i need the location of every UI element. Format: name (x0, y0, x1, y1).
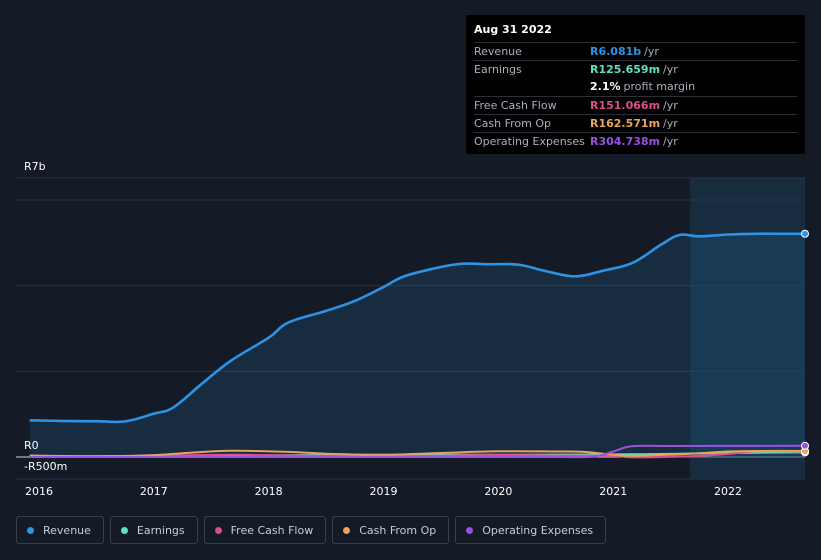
legend-item[interactable]: Free Cash Flow (203, 516, 327, 544)
legend-item[interactable]: Operating Expenses (455, 516, 607, 544)
tooltip-row: Operating Expenses R304.738m/yr (474, 131, 797, 150)
revenue-endpoint (801, 229, 809, 238)
tooltip-row-value: R162.571m (590, 116, 661, 130)
x-tick-label: 2021 (599, 485, 627, 498)
y-tick-label: R7b (24, 160, 46, 173)
tooltip-rows: Revenue R6.081b/yr Earnings R125.659m/yr 2.1… (474, 42, 797, 150)
tooltip-row-label: Earnings (474, 63, 522, 77)
tooltip-row-value: R151.066m (590, 98, 661, 112)
tooltip-row: 2.1% profit margin (474, 78, 797, 95)
legend-item[interactable]: Revenue (16, 516, 104, 544)
legend: Revenue Earnings Free Cash Flow Cash From O… (16, 516, 607, 544)
x-axis: 2016 2017 2018 2019 2020 2021 2022 (25, 485, 742, 498)
x-tick-label: 2017 (140, 485, 168, 498)
tooltip-row-unit: /yr (663, 116, 678, 130)
tooltip-row-value: R6.081b (590, 45, 642, 59)
tooltip-date: Aug 31 2022 (474, 23, 552, 36)
line-layer (29, 232, 806, 459)
y-tick-label: R0 (24, 439, 39, 452)
x-tick-label: 2022 (714, 485, 742, 498)
tooltip-row: Cash From Op R162.571m/yr (474, 113, 797, 132)
tooltip-row-label: Free Cash Flow (474, 98, 557, 112)
x-tick-label: 2019 (370, 485, 398, 498)
legend-dot-icon (214, 526, 222, 534)
tooltip-row-label: Operating Expenses (474, 135, 585, 149)
legend-dot-icon (466, 526, 474, 534)
legend-label: Cash From Op (359, 523, 437, 537)
tooltip-row-unit: /yr (663, 98, 678, 112)
legend-item[interactable]: Cash From Op (332, 516, 450, 544)
tooltip-row-label: Revenue (474, 45, 522, 59)
point-layer (801, 229, 809, 457)
legend-label: Earnings (136, 523, 185, 537)
x-tick-label: 2016 (25, 485, 53, 498)
revenue-area (29, 233, 805, 457)
free-cash-flow-line (29, 450, 806, 459)
legend-dot-icon (27, 526, 34, 534)
legend-dot-icon (120, 526, 128, 534)
area-layer (29, 233, 805, 457)
tooltip-row-unit: /yr (663, 135, 678, 149)
operating-expenses-line (29, 444, 806, 459)
tooltip-row: Revenue R6.081b/yr (474, 42, 797, 60)
legend-item[interactable]: Earnings (109, 516, 198, 544)
x-tick-label: 2020 (484, 485, 512, 498)
tooltip-row-value: R125.659m (590, 63, 661, 77)
revenue-line (29, 232, 806, 424)
legend-label: Free Cash Flow (230, 523, 314, 537)
tooltip-row-unit: profit margin (623, 80, 696, 94)
y-axis: R7b R0 -R500m (24, 160, 67, 473)
y-tick-label: -R500m (24, 460, 67, 473)
x-tick-label: 2018 (255, 485, 283, 498)
tooltip-row-unit: /yr (663, 63, 678, 77)
legend-label: Revenue (43, 523, 91, 537)
tooltip-row-value: 2.1% (590, 80, 621, 94)
cash-from-op-line (29, 449, 806, 458)
forecast-highlight-band (690, 178, 805, 479)
tooltip-row-unit: /yr (644, 45, 659, 59)
legend-label: Operating Expenses (482, 523, 594, 537)
legend-dot-icon (343, 526, 351, 534)
tooltip-row-label: Cash From Op (474, 116, 552, 130)
tooltip-row-value: R304.738m (590, 135, 661, 149)
tooltip-row: Free Cash Flow R151.066m/yr (474, 95, 797, 114)
tooltip-row: Earnings R125.659m/yr (474, 60, 797, 78)
tooltip: Aug 31 2022 Revenue R6.081b/yr Earnings R12… (466, 15, 805, 154)
operating-expenses-endpoint (801, 441, 809, 450)
